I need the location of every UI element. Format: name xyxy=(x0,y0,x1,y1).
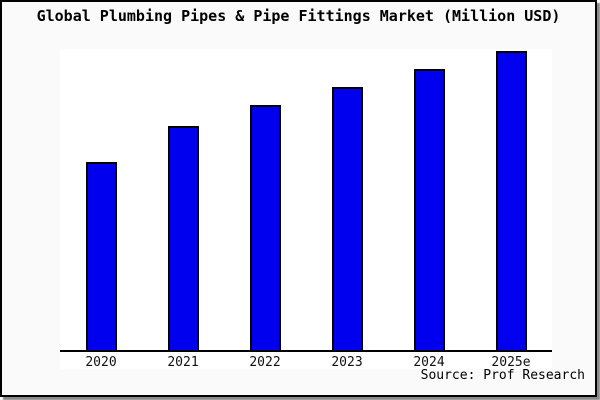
x-tick-label-2021: 2021 xyxy=(167,355,199,370)
bar-2022 xyxy=(250,105,281,352)
x-tick-label-2022: 2022 xyxy=(249,355,281,370)
bar-2024 xyxy=(414,69,445,352)
bar-2025e xyxy=(496,51,527,352)
x-axis-line xyxy=(60,350,552,352)
x-tick-label-2020: 2020 xyxy=(85,355,117,370)
x-tick-label-2025e: 2025e xyxy=(491,355,531,370)
x-tick-label-2023: 2023 xyxy=(331,355,363,370)
plot-area: 2020 2021 2022 2023 2024 2025e xyxy=(60,49,552,370)
bar-2021 xyxy=(168,126,199,352)
source-credit: Source: Prof Research xyxy=(420,368,585,383)
bar-2023 xyxy=(332,87,363,352)
x-tick-label-2024: 2024 xyxy=(413,355,445,370)
bar-2020 xyxy=(86,162,117,352)
chart-title: Global Plumbing Pipes & Pipe Fittings Ma… xyxy=(36,7,561,25)
